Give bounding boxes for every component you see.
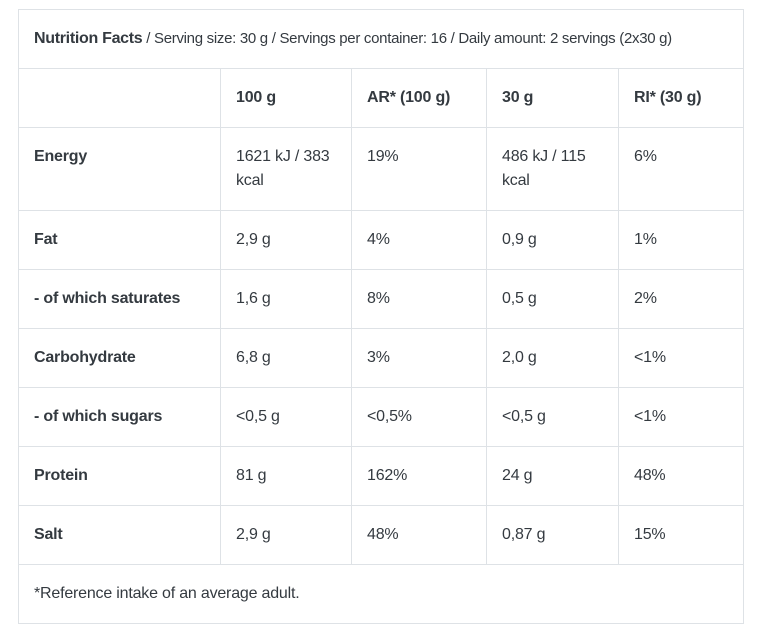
column-header-100g: 100 g bbox=[220, 68, 352, 128]
table-caption: Nutrition Facts / Serving size: 30 g / S… bbox=[17, 9, 745, 69]
table-row-energy: Energy 1621 kJ / 383 kcal 19% 486 kJ / 1… bbox=[18, 127, 745, 211]
column-header-30g: 30 g bbox=[486, 68, 619, 128]
row-label: Carbohydrate bbox=[18, 328, 221, 388]
cell-30g: 486 kJ / 115 kcal bbox=[486, 127, 619, 211]
nutrition-table: Nutrition Facts / Serving size: 30 g / S… bbox=[17, 9, 745, 624]
column-header-ar-100g: AR* (100 g) bbox=[351, 68, 487, 128]
cell-30g: <0,5 g bbox=[486, 387, 619, 447]
row-label: Protein bbox=[18, 446, 221, 506]
column-header-ri-30g: RI* (30 g) bbox=[617, 68, 745, 128]
cell-ri-30g: 15% bbox=[617, 505, 745, 565]
footnote: *Reference intake of an average adult. bbox=[17, 564, 745, 624]
table-row-carbohydrate: Carbohydrate 6,8 g 3% 2,0 g <1% bbox=[18, 328, 745, 388]
footnote-row: *Reference intake of an average adult. bbox=[17, 564, 745, 624]
caption-title: Nutrition Facts bbox=[34, 30, 143, 47]
cell-100g: 2,9 g bbox=[220, 210, 352, 270]
column-header-spacer bbox=[18, 68, 221, 128]
table-row-protein: Protein 81 g 162% 24 g 48% bbox=[18, 446, 745, 506]
cell-ri-30g: 1% bbox=[617, 210, 745, 270]
cell-30g: 0,87 g bbox=[486, 505, 619, 565]
cell-ri-30g: 6% bbox=[617, 127, 745, 211]
caption-row: Nutrition Facts / Serving size: 30 g / S… bbox=[17, 9, 745, 69]
row-label: Salt bbox=[18, 505, 221, 565]
cell-100g: 1,6 g bbox=[220, 269, 352, 329]
row-label: Fat bbox=[18, 210, 221, 270]
cell-ar-100g: 48% bbox=[351, 505, 487, 565]
cell-30g: 0,9 g bbox=[486, 210, 619, 270]
cell-ar-100g: <0,5% bbox=[351, 387, 487, 447]
cell-100g: 6,8 g bbox=[220, 328, 352, 388]
row-label: - of which saturates bbox=[18, 269, 221, 329]
cell-100g: <0,5 g bbox=[220, 387, 352, 447]
cell-ar-100g: 8% bbox=[351, 269, 487, 329]
table-row-sugars: - of which sugars <0,5 g <0,5% <0,5 g <1… bbox=[18, 387, 745, 447]
table-row-fat: Fat 2,9 g 4% 0,9 g 1% bbox=[18, 210, 745, 270]
cell-30g: 24 g bbox=[486, 446, 619, 506]
cell-ri-30g: <1% bbox=[617, 328, 745, 388]
row-label: - of which sugars bbox=[18, 387, 221, 447]
cell-ar-100g: 162% bbox=[351, 446, 487, 506]
cell-30g: 2,0 g bbox=[486, 328, 619, 388]
cell-ar-100g: 4% bbox=[351, 210, 487, 270]
cell-100g: 81 g bbox=[220, 446, 352, 506]
table-row-salt: Salt 2,9 g 48% 0,87 g 15% bbox=[18, 505, 745, 565]
cell-ri-30g: 48% bbox=[617, 446, 745, 506]
cell-100g: 2,9 g bbox=[220, 505, 352, 565]
cell-30g: 0,5 g bbox=[486, 269, 619, 329]
cell-ar-100g: 19% bbox=[351, 127, 487, 211]
cell-ar-100g: 3% bbox=[351, 328, 487, 388]
cell-ri-30g: 2% bbox=[617, 269, 745, 329]
row-label: Energy bbox=[18, 127, 221, 211]
column-header-row: 100 g AR* (100 g) 30 g RI* (30 g) bbox=[18, 68, 745, 128]
cell-ri-30g: <1% bbox=[617, 387, 745, 447]
caption-details: / Serving size: 30 g / Servings per cont… bbox=[142, 30, 672, 47]
table-row-saturates: - of which saturates 1,6 g 8% 0,5 g 2% bbox=[18, 269, 745, 329]
cell-100g: 1621 kJ / 383 kcal bbox=[220, 127, 352, 211]
